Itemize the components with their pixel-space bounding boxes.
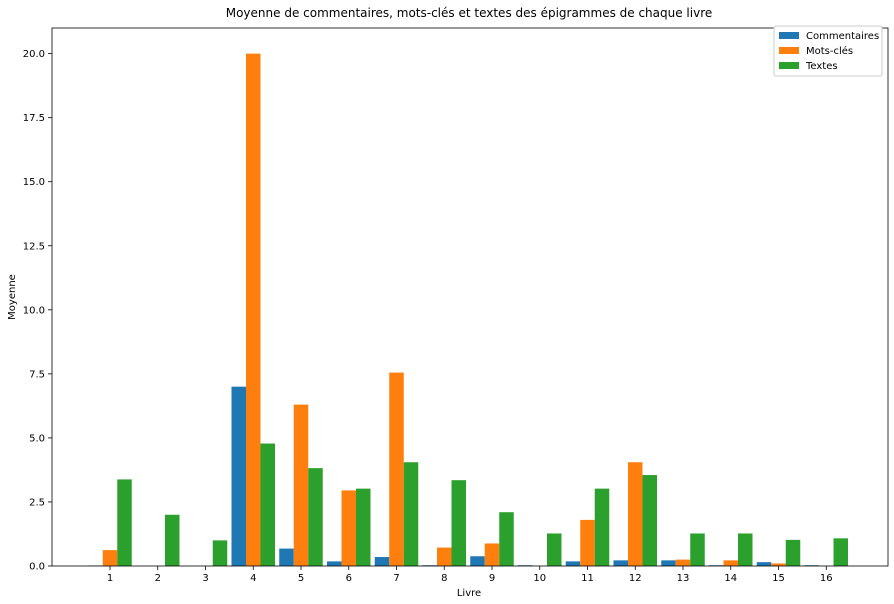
bar-textes-6 (356, 488, 371, 566)
bar-mots-cl-s-12 (628, 462, 643, 566)
x-axis-label: Livre (457, 588, 481, 599)
legend-swatch (779, 47, 799, 54)
bar-commentaires-12 (613, 560, 628, 566)
bar-textes-2 (165, 514, 180, 566)
bar-textes-10 (547, 533, 562, 566)
y-axis-label: Moyenne (7, 274, 18, 320)
bar-textes-15 (785, 539, 801, 566)
x-tick-label: 5 (298, 573, 304, 584)
legend-swatch (779, 62, 799, 69)
y-tick-label: 0.0 (29, 562, 45, 573)
x-tick-label: 8 (441, 573, 447, 584)
x-tick-label: 15 (772, 573, 785, 584)
y-tick-label: 17.5 (23, 113, 45, 124)
bar-commentaires-15 (756, 562, 772, 566)
bar-mots-cl-s-15 (771, 563, 786, 566)
bar-textes-1 (117, 479, 132, 566)
x-tick-label: 2 (155, 573, 161, 584)
x-tick-label: 4 (250, 573, 256, 584)
bar-mots-cl-s-1 (102, 550, 118, 566)
y-tick-label: 12.5 (23, 241, 45, 252)
bar-textes-13 (690, 533, 705, 566)
y-tick-label: 7.5 (29, 369, 45, 380)
bar-commentaires-4 (231, 386, 246, 566)
bar-textes-9 (499, 512, 514, 566)
x-tick-label: 16 (820, 573, 833, 584)
bar-commentaires-7 (374, 557, 390, 566)
y-tick-label: 2.5 (29, 497, 45, 508)
x-tick-label: 12 (629, 573, 642, 584)
x-tick-label: 10 (533, 573, 546, 584)
bar-textes-12 (642, 475, 657, 566)
x-tick-label: 11 (581, 573, 594, 584)
legend-entry: Textes (805, 61, 838, 72)
bar-textes-7 (403, 462, 419, 566)
bar-commentaires-9 (470, 556, 485, 566)
plot-area: 1 2 3 4 5 6 7 8 9 10 11 12 13 14 15 160.02.55.07.510.01… (23, 27, 889, 584)
y-tick-label: 20.0 (23, 49, 45, 60)
bar-mots-cl-s-6 (341, 490, 356, 566)
x-tick-label: 13 (677, 573, 690, 584)
x-tick-label: 14 (724, 573, 737, 584)
bar-commentaires-6 (327, 561, 342, 566)
bar-textes-4 (260, 443, 275, 566)
plot-frame (51, 27, 889, 567)
bar-mots-cl-s-13 (675, 559, 691, 566)
bar-textes-16 (833, 538, 848, 566)
bar-mots-cl-s-4 (246, 53, 261, 567)
x-tick-label: 3 (202, 573, 208, 584)
bar-commentaires-11 (565, 561, 581, 566)
bar-mots-cl-s-14 (723, 560, 738, 566)
bar-mots-cl-s-8 (437, 547, 452, 566)
x-tick-label: 9 (489, 573, 495, 584)
x-tick-label: 6 (346, 573, 352, 584)
bar-mots-cl-s-7 (389, 372, 404, 566)
bar-mots-cl-s-11 (580, 519, 595, 566)
legend-entry: Commentaires (806, 31, 879, 42)
legend: Commentaires Mots-clés Textes (773, 25, 883, 77)
y-tick-label: 5.0 (29, 433, 45, 444)
legend-swatch (779, 32, 799, 39)
x-tick-label: 1 (107, 573, 113, 584)
bar-mots-cl-s-5 (293, 404, 309, 566)
y-tick-label: 15.0 (23, 177, 45, 188)
bar-textes-14 (738, 533, 753, 566)
legend-box (773, 25, 883, 77)
bar-textes-8 (451, 480, 466, 566)
bar-commentaires-5 (279, 548, 294, 566)
bar-textes-3 (212, 540, 228, 566)
legend-entry: Mots-clés (806, 45, 853, 57)
x-tick-label: 7 (393, 573, 399, 584)
bar-commentaires-13 (661, 560, 676, 566)
bar-mots-cl-s-9 (484, 543, 500, 566)
chart-title: Moyenne de commentaires, mots-clés et te… (226, 6, 713, 20)
bar-textes-11 (594, 488, 610, 566)
bar-textes-5 (308, 468, 323, 566)
y-tick-label: 10.0 (23, 305, 45, 316)
